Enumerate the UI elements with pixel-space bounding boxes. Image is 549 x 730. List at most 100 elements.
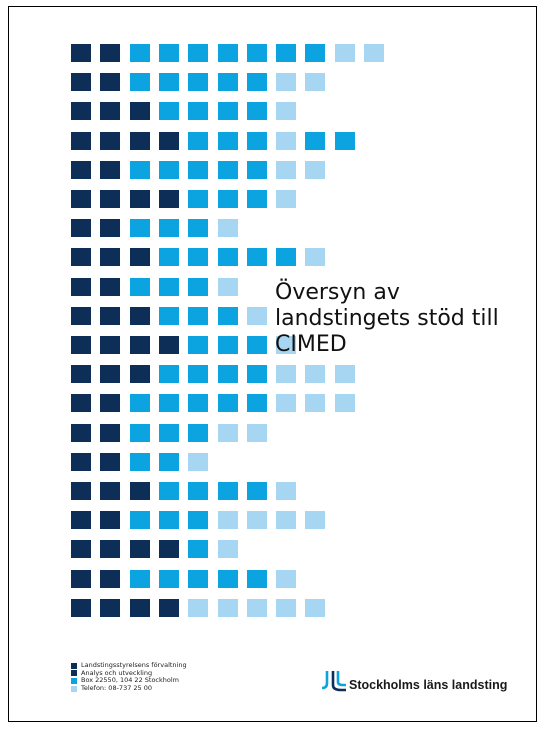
pattern-square <box>188 570 208 588</box>
pattern-square <box>247 73 267 91</box>
footer-bullet <box>71 685 77 692</box>
footer-line: Landstingsstyrelsens förvaltning <box>71 661 187 670</box>
pattern-square <box>130 307 150 325</box>
pattern-square <box>276 248 296 266</box>
pattern-square <box>276 161 296 179</box>
pattern-square <box>188 132 208 150</box>
pattern-square <box>130 248 150 266</box>
pattern-square <box>276 73 296 91</box>
pattern-square <box>159 190 179 208</box>
pattern-square <box>71 424 91 442</box>
pattern-square <box>100 248 120 266</box>
pattern-square <box>130 365 150 383</box>
pattern-square <box>305 599 325 617</box>
pattern-square <box>71 248 91 266</box>
pattern-square <box>159 424 179 442</box>
pattern-square <box>188 453 208 471</box>
pattern-square <box>247 161 267 179</box>
pattern-square <box>100 453 120 471</box>
footer-line: Telefon: 08-737 25 00 <box>71 683 187 693</box>
pattern-square <box>71 73 91 91</box>
pattern-square <box>247 424 267 442</box>
pattern-square <box>159 248 179 266</box>
pattern-square <box>247 190 267 208</box>
pattern-square <box>188 540 208 558</box>
pattern-square <box>276 190 296 208</box>
pattern-square <box>159 511 179 529</box>
pattern-square <box>130 190 150 208</box>
pattern-square <box>100 278 120 296</box>
pattern-square <box>71 540 91 558</box>
pattern-square <box>159 161 179 179</box>
pattern-square <box>188 219 208 237</box>
pattern-square <box>188 161 208 179</box>
pattern-square <box>247 102 267 120</box>
pattern-square <box>276 132 296 150</box>
pattern-square <box>71 161 91 179</box>
footer-address: Landstingsstyrelsens förvaltning Analys … <box>71 661 187 693</box>
pattern-square <box>130 394 150 412</box>
pattern-square <box>100 219 120 237</box>
pattern-square <box>305 73 325 91</box>
pattern-square <box>130 599 150 617</box>
pattern-square <box>71 570 91 588</box>
pattern-square <box>188 599 208 617</box>
pattern-square <box>276 336 296 354</box>
pattern-square <box>276 44 296 62</box>
pattern-square <box>188 394 208 412</box>
pattern-square <box>305 132 325 150</box>
pattern-square <box>100 599 120 617</box>
pattern-square <box>100 73 120 91</box>
pattern-square <box>130 482 150 500</box>
pattern-square <box>276 365 296 383</box>
pattern-square <box>188 190 208 208</box>
pattern-square <box>159 307 179 325</box>
pattern-square <box>247 570 267 588</box>
pattern-square <box>247 394 267 412</box>
pattern-square <box>100 394 120 412</box>
pattern-square <box>100 190 120 208</box>
pattern-square <box>218 278 238 296</box>
pattern-square <box>218 394 238 412</box>
pattern-square <box>276 102 296 120</box>
pattern-square <box>276 394 296 412</box>
footer-text: Landstingsstyrelsens förvaltning <box>81 661 187 669</box>
pattern-square <box>188 482 208 500</box>
pattern-square <box>305 248 325 266</box>
pattern-square <box>247 248 267 266</box>
pattern-square <box>100 161 120 179</box>
pattern-square <box>130 278 150 296</box>
pattern-square <box>276 482 296 500</box>
pattern-square <box>159 599 179 617</box>
pattern-square <box>71 132 91 150</box>
pattern-square <box>159 102 179 120</box>
footer-bullet <box>71 662 77 669</box>
pattern-square <box>130 161 150 179</box>
pattern-square <box>100 102 120 120</box>
footer-text: Box 22550, 104 22 Stockholm <box>81 676 179 685</box>
pattern-square <box>218 73 238 91</box>
pattern-square <box>218 424 238 442</box>
footer-bullet <box>71 677 77 684</box>
pattern-square <box>130 219 150 237</box>
pattern-square <box>159 278 179 296</box>
footer-text: Telefon: 08-737 25 00 <box>81 683 153 692</box>
pattern-square <box>276 511 296 529</box>
pattern-square <box>100 540 120 558</box>
pattern-square <box>188 248 208 266</box>
footer-line: Analys och utveckling <box>71 669 187 678</box>
pattern-square <box>218 365 238 383</box>
pattern-square <box>159 540 179 558</box>
pattern-square <box>130 570 150 588</box>
pattern-square <box>71 336 91 354</box>
pattern-square <box>159 132 179 150</box>
pattern-square <box>71 102 91 120</box>
pattern-square <box>247 482 267 500</box>
pattern-square <box>130 132 150 150</box>
footer-line: Box 22550, 104 22 Stockholm <box>71 677 187 685</box>
pattern-square <box>130 102 150 120</box>
pattern-square <box>159 365 179 383</box>
pattern-square <box>188 102 208 120</box>
pattern-square <box>335 132 355 150</box>
pattern-square <box>130 453 150 471</box>
